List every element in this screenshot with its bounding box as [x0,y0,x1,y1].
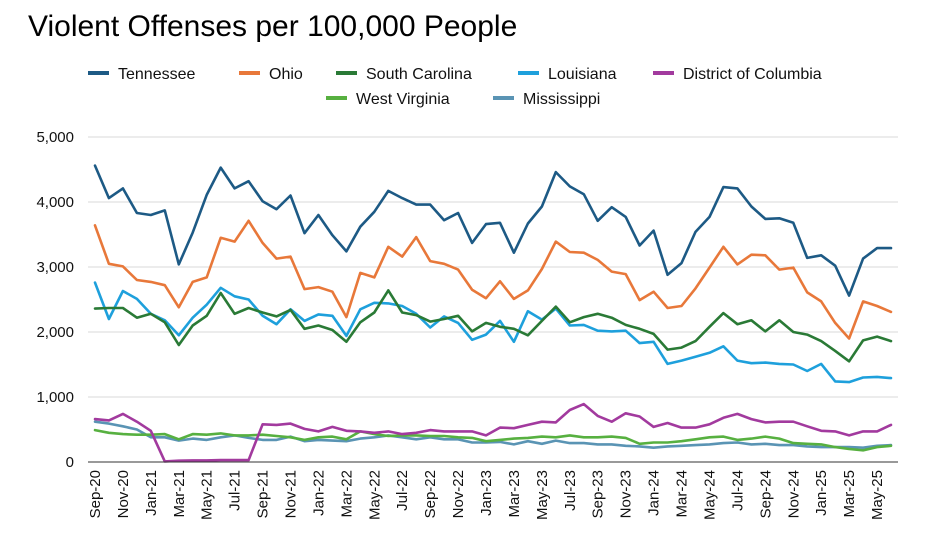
x-tick-label: Jan-25 [813,470,830,516]
legend-label-district-of-columbia: District of Columbia [683,66,822,83]
x-tick-label: Jan-22 [310,470,327,516]
x-tick-label: May-23 [534,470,551,520]
legend-label-south-carolina: South Carolina [366,66,472,83]
x-tick-label: Jan-23 [478,470,495,516]
series-line-mississippi [93,420,893,450]
x-tick-label: Nov-24 [785,470,802,518]
x-tick-label: Nov-23 [618,470,635,518]
x-tick-label: Jul-23 [562,470,579,511]
x-tick-label: Jul-22 [394,470,411,511]
legend-label-louisiana: Louisiana [548,66,617,83]
x-tick-label: Jan-21 [143,470,160,516]
x-tick-label: Nov-20 [115,470,132,518]
series-line-west-virginia [93,428,893,452]
series-line-louisiana [93,281,893,384]
y-tick-label: 5,000 [36,129,74,146]
x-tick-label: May-21 [199,470,216,520]
x-tick-label: May-25 [869,470,886,520]
x-tick-label: Mar-22 [338,470,355,518]
x-tick-label: Jan-24 [646,470,663,516]
legend-label-ohio: Ohio [269,66,303,83]
legend-label-west-virginia: West Virginia [356,91,450,108]
legend-label-tennessee: Tennessee [118,66,195,83]
gridlines [88,136,898,398]
x-tick-label: Sep-20 [87,470,104,518]
series-line-tennessee [93,164,893,297]
legend-label-mississippi: Mississippi [523,91,600,108]
x-tick-label: Mar-25 [841,470,858,518]
x-tick-label: Mar-24 [674,470,691,518]
legend: Tennessee Ohio South Carolina Louisiana Dist… [88,66,822,108]
x-tick-label: Sep-22 [422,470,439,518]
x-tick-label: May-24 [701,470,718,520]
series-line-district-of-columbia [93,402,893,463]
x-tick-label: Sep-21 [255,470,272,518]
y-tick-label: 4,000 [36,194,74,211]
y-tick-label: 0 [66,454,74,471]
x-tick-label: Sep-24 [757,470,774,518]
y-tick-label: 2,000 [36,324,74,341]
y-axis-ticks: 0 1,000 2,000 3,000 4,000 5,000 [36,129,74,471]
x-tick-label: May-22 [366,470,383,520]
y-tick-label: 1,000 [36,389,74,406]
x-tick-label: Mar-21 [171,470,188,518]
x-tick-label: Jul-24 [729,470,746,511]
x-tick-label: Sep-23 [590,470,607,518]
series-line-ohio [93,219,893,340]
x-tick-label: Nov-22 [450,470,467,518]
chart-title: Violent Offenses per 100,000 People [28,10,518,43]
x-tick-label: Mar-23 [506,470,523,518]
y-tick-label: 3,000 [36,259,74,276]
x-tick-label: Nov-21 [283,470,300,518]
series-line-south-carolina [93,289,893,363]
series-lines [93,164,893,463]
x-axis-ticks: Sep-20 Nov-20 Jan-21 Mar-21 May-21 Jul-21 Sep-… [87,470,886,520]
x-tick-label: Jul-21 [227,470,244,511]
